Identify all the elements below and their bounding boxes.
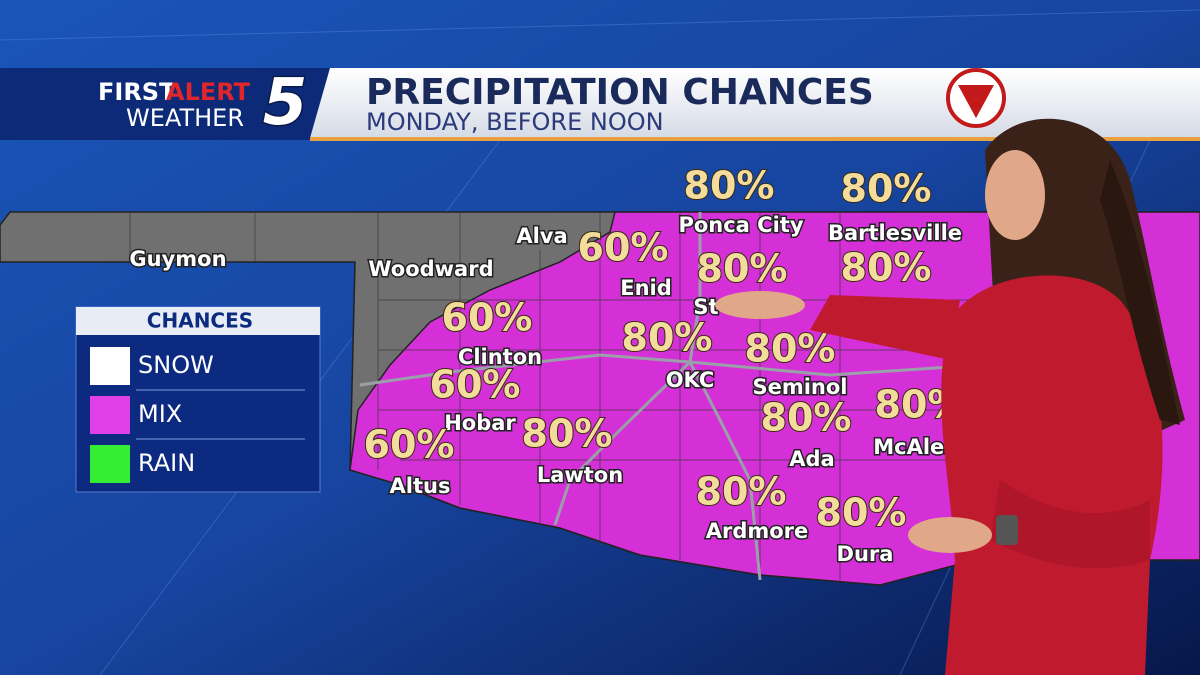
city-label: Lawton (537, 463, 623, 487)
city-label: Ardmore (706, 519, 809, 543)
legend-items: SNOW MIX RAIN (90, 347, 305, 483)
chance-label: 80% (816, 491, 907, 535)
chance-label: 60% (442, 296, 533, 340)
chance-label: 60% (578, 226, 669, 270)
highways (359, 212, 981, 581)
city-label: Clinton (458, 345, 542, 369)
chance-label: 80% (696, 470, 787, 514)
city-label: Altus (390, 474, 451, 498)
chance-label: 80% (761, 396, 852, 440)
city-label: Dura (837, 542, 894, 566)
city-label: St (693, 295, 718, 319)
legend-title: CHANCES (147, 309, 253, 333)
legend-label: RAIN (138, 449, 195, 477)
banner-stripe (310, 137, 1200, 141)
chance-label: 60% (364, 423, 455, 467)
legend-header (76, 307, 320, 335)
county-lines (129, 212, 980, 580)
subtitle: MONDAY, BEFORE NOON (366, 108, 664, 136)
chance-label: 60% (430, 363, 521, 407)
city-label: Seminol (752, 375, 847, 399)
presenter (715, 118, 1185, 675)
chance-label: 80% (622, 316, 713, 360)
city-label: Hobar (444, 411, 516, 435)
chance-label: 80% (697, 247, 788, 291)
legend-label: SNOW (138, 351, 214, 379)
city-label: Woodward (368, 257, 493, 281)
city-label: OKC (666, 368, 715, 392)
chance-label: 80% (745, 327, 836, 371)
legend-swatch (90, 347, 130, 385)
title: PRECIPITATION CHANCES (366, 72, 874, 113)
logo-number: 5 (263, 66, 308, 140)
city-label: Ada (789, 447, 834, 471)
city-label: Alva (516, 224, 567, 248)
legend-swatch (90, 445, 130, 483)
chance-label: 80% (522, 412, 613, 456)
city-label: Ponca City (678, 213, 803, 237)
city-label: Guymon (129, 247, 226, 271)
city-label: Bartlesville (828, 221, 962, 245)
logo-first: FIRST (98, 78, 176, 106)
chance-label: 80% (841, 246, 932, 290)
chance-label: 80% (841, 167, 932, 211)
legend-label: MIX (138, 400, 182, 428)
city-label: McAles (873, 435, 957, 459)
chance-label: 80% (684, 164, 775, 208)
labels: Guymon Alva Woodward Ponca City Bartlesville… (128, 163, 967, 568)
logo-weather: WEATHER (126, 104, 244, 132)
logo-alert: ALERT (166, 78, 251, 106)
legend-swatch (90, 396, 130, 434)
alert-icon-mark (958, 85, 994, 118)
city-label: Enid (620, 276, 672, 300)
